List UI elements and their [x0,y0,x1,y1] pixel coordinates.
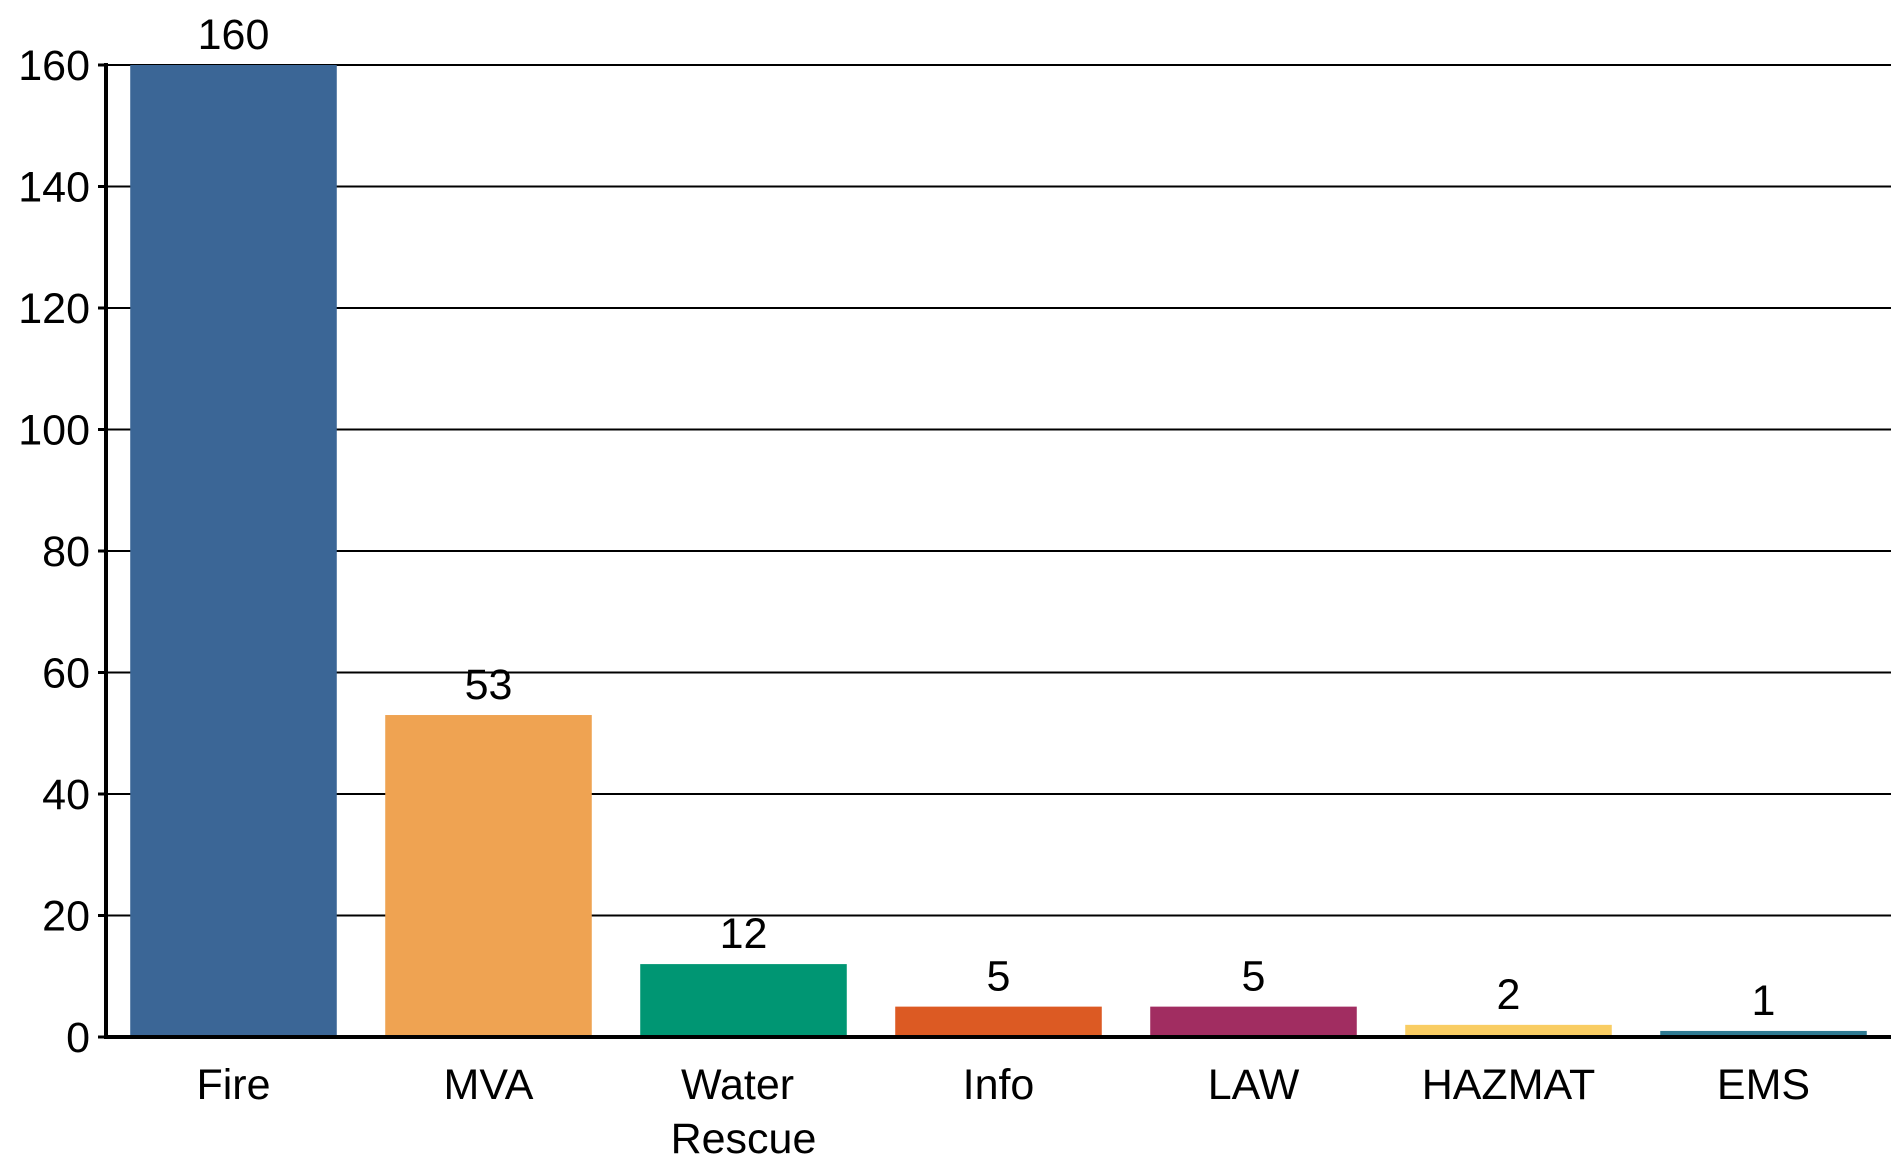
bar [130,65,337,1037]
value-label: 5 [1242,953,1266,1001]
y-tick-label: 140 [18,164,90,212]
x-tick-label: Water Rescue [671,1061,817,1159]
y-tick-label: 160 [18,42,90,90]
value-label: 12 [720,910,768,958]
y-tick-label: 20 [42,893,90,941]
x-tick-label: MVA [444,1061,534,1109]
bar [895,1006,1102,1037]
bar [1660,1030,1867,1037]
y-tick-label: 60 [42,650,90,698]
bar [640,964,847,1037]
bar [1405,1024,1612,1037]
x-tick-label: HAZMAT [1422,1061,1596,1109]
value-label: 5 [987,953,1011,1001]
value-label: 2 [1497,971,1521,1019]
bar [385,715,592,1037]
x-tick-label: Info [963,1061,1035,1109]
bar [1150,1006,1357,1037]
y-tick-label: 80 [42,528,90,576]
value-label: 1 [1752,977,1776,1025]
x-tick-label: EMS [1717,1061,1810,1109]
value-label: 160 [198,11,270,59]
y-tick-label: 0 [66,1014,90,1062]
x-tick-label: LAW [1208,1061,1300,1109]
y-tick-label: 120 [18,285,90,333]
value-label: 53 [465,661,513,709]
y-tick-label: 100 [18,407,90,455]
y-tick-label: 40 [42,771,90,819]
x-tick-label: Fire [196,1061,270,1109]
